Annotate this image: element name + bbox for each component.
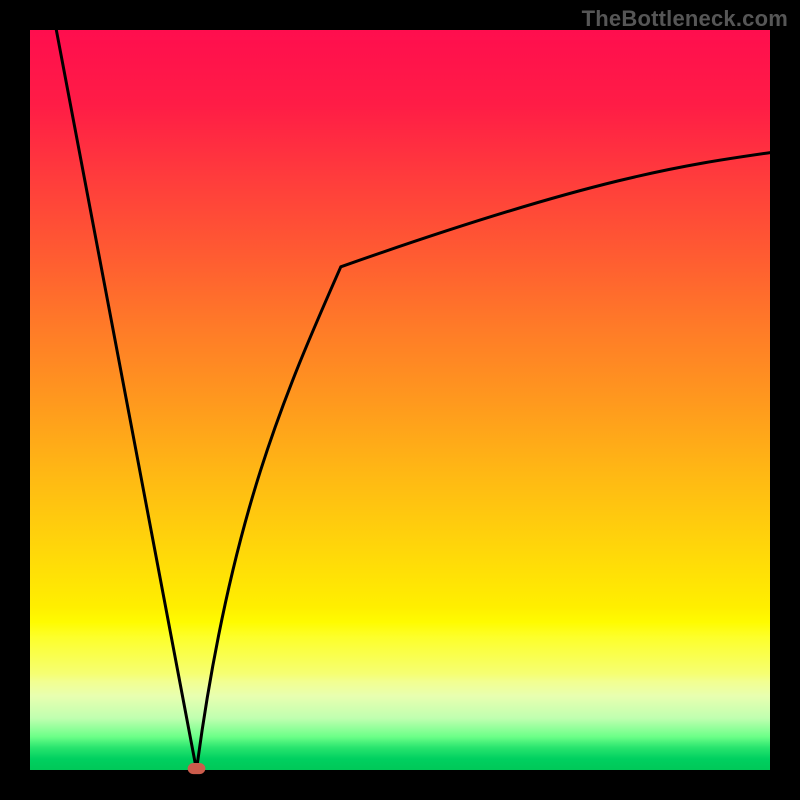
watermark-text: TheBottleneck.com [582,6,788,32]
vertex-marker [188,763,206,774]
bottleneck-chart [0,0,800,800]
plot-background [30,30,770,770]
chart-container: TheBottleneck.com [0,0,800,800]
